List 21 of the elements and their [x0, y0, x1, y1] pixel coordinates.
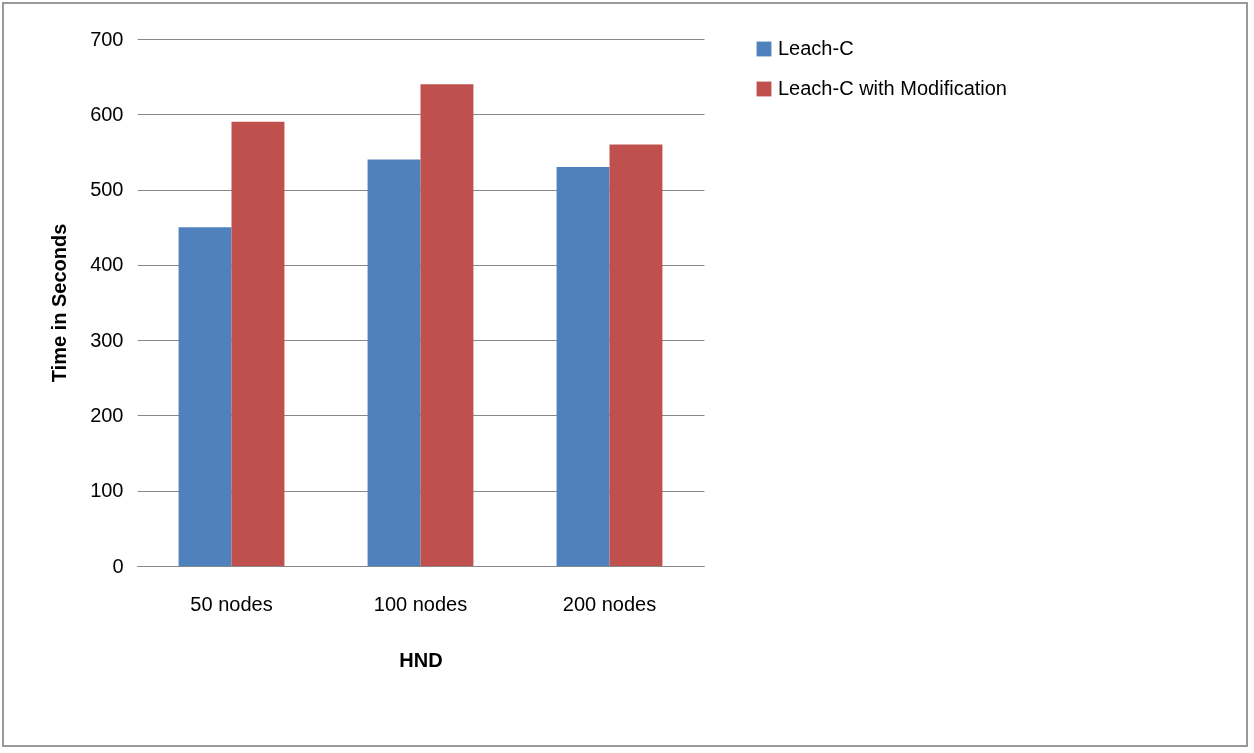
y-tick-label: 600 [90, 102, 124, 125]
bar [231, 121, 285, 566]
y-tick-label: 300 [90, 328, 124, 351]
y-tick-label: 700 [90, 27, 124, 50]
x-axis-title: HND [399, 648, 443, 671]
bar [556, 166, 610, 566]
y-axis-title: Time in Seconds [48, 223, 71, 383]
y-tick-label: 100 [90, 479, 124, 502]
x-tick-label: 200 nodes [562, 592, 657, 615]
x-tick-label: 100 nodes [373, 592, 468, 615]
y-tick-label: 400 [90, 253, 124, 276]
legend-label: Leach-C with Modification [778, 77, 1007, 99]
y-tick-label: 500 [90, 178, 124, 201]
bar [367, 159, 421, 566]
bar [609, 144, 663, 566]
bar [178, 227, 232, 566]
y-tick-label: 0 [112, 554, 124, 577]
y-tick-label: 200 [90, 403, 124, 426]
bar [420, 84, 474, 566]
x-tick-label: 50 nodes [190, 592, 273, 615]
legend-label: Leach-C [778, 37, 854, 59]
